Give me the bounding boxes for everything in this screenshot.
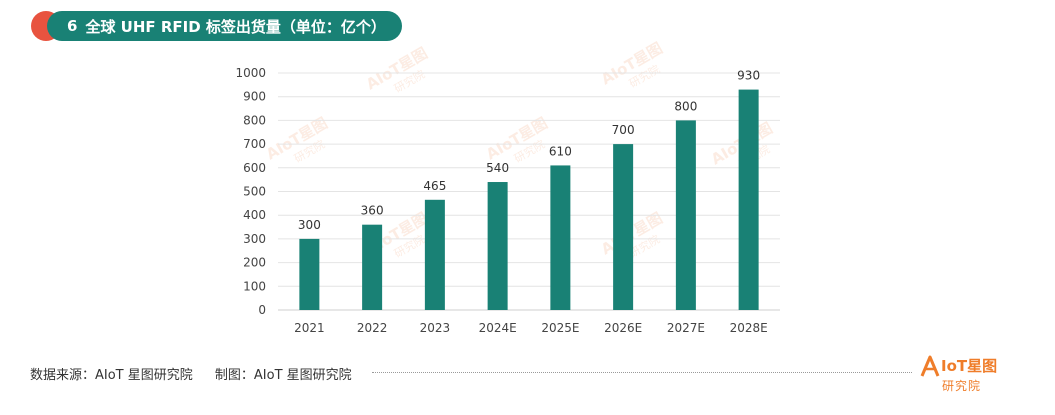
- data-label-2024E: 540: [486, 161, 509, 175]
- x-tick-label-2028E: 2028E: [730, 321, 768, 335]
- bar-2025E: [550, 165, 571, 310]
- y-tick-label-600: 600: [243, 161, 266, 175]
- x-axis: 2021 2022 2023 2024E 2025E 2026E 2027E 2028E: [294, 321, 768, 335]
- data-source: 数据来源：AIoT 星图研究院: [30, 368, 193, 383]
- data-label-2027E: 800: [674, 99, 697, 113]
- y-tick-label-200: 200: [243, 256, 266, 270]
- title-text: 全球 UHF RFID 标签出货量（单位：亿个）: [85, 17, 386, 36]
- brand-logo: IoT星图 研究院: [920, 355, 1016, 399]
- x-tick-label-2024E: 2024E: [479, 321, 517, 335]
- data-label-2021: 300: [298, 218, 321, 232]
- x-tick-label-2021: 2021: [294, 321, 325, 335]
- y-tick-label-1000: 1000: [235, 66, 266, 80]
- bar-2026E: [613, 144, 634, 310]
- y-tick-label-800: 800: [243, 113, 266, 127]
- x-tick-label-2027E: 2027E: [667, 321, 705, 335]
- y-tick-label-500: 500: [243, 185, 266, 199]
- logo-a-icon: [920, 355, 940, 377]
- y-tick-label-100: 100: [243, 279, 266, 293]
- footer-dotted-line: [372, 372, 912, 373]
- data-label-2025E: 610: [549, 144, 572, 158]
- bar-2027E: [675, 120, 696, 311]
- y-tick-label-0: 0: [258, 303, 266, 317]
- bar-2028E: [738, 89, 759, 310]
- y-tick-label-400: 400: [243, 208, 266, 222]
- bar-2023: [424, 199, 445, 310]
- data-label-2023: 465: [423, 179, 446, 193]
- y-axis: 0 100 200 300 400 500 600 700 800 900 1000: [235, 66, 266, 317]
- x-tick-label-2023: 2023: [420, 321, 451, 335]
- x-tick-label-2026E: 2026E: [604, 321, 642, 335]
- x-tick-label-2022: 2022: [357, 321, 388, 335]
- y-tick-label-900: 900: [243, 90, 266, 104]
- logo-subtitle: 研究院: [942, 379, 982, 393]
- bar-2021: [299, 238, 320, 310]
- bars: 300 360 465 540 610 700 800 930: [298, 69, 760, 311]
- y-tick-label-700: 700: [243, 137, 266, 151]
- bar-2022: [362, 224, 383, 310]
- grid-lines: [278, 72, 780, 311]
- title-number: 6: [67, 17, 78, 35]
- data-label-2022: 360: [361, 204, 384, 218]
- chart-maker: 制图：AIoT 星图研究院: [214, 368, 352, 383]
- data-label-2026E: 700: [612, 123, 635, 137]
- bar-2024E: [487, 182, 508, 310]
- logo-brand: IoT星图: [941, 357, 998, 375]
- data-label-2028E: 930: [737, 69, 760, 83]
- y-tick-label-300: 300: [243, 232, 266, 246]
- footer: 数据来源：AIoT 星图研究院 制图：AIoT 星图研究院: [30, 364, 352, 383]
- x-tick-label-2025E: 2025E: [541, 321, 579, 335]
- title-pill: 6 全球 UHF RFID 标签出货量（单位：亿个）: [47, 11, 402, 41]
